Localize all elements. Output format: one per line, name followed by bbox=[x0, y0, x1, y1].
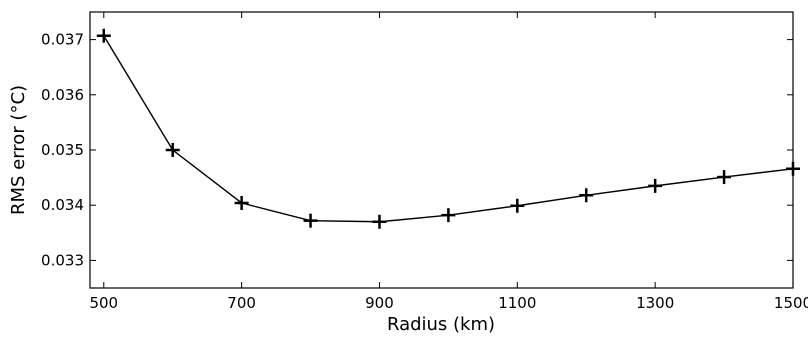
data-point-marker bbox=[579, 188, 594, 203]
data-point-marker bbox=[510, 198, 525, 213]
y-axis: 0.033 0.034 0.035 0.036 0.037 bbox=[41, 31, 793, 269]
x-tick-label: 1500 bbox=[774, 294, 808, 312]
y-tick-label: 0.036 bbox=[41, 86, 84, 104]
y-tick-label: 0.034 bbox=[41, 196, 84, 214]
x-axis: 500 700 900 1100 1300 1500 bbox=[89, 12, 808, 312]
data-point-marker bbox=[165, 143, 180, 157]
data-point-marker bbox=[717, 170, 732, 185]
x-tick-label: 1100 bbox=[498, 294, 536, 312]
y-axis-label: RMS error (°C) bbox=[8, 85, 29, 215]
data-point-marker bbox=[786, 161, 800, 176]
data-point-marker bbox=[648, 178, 663, 193]
data-point-marker bbox=[441, 208, 456, 223]
data-point-marker bbox=[372, 214, 387, 229]
x-tick-label: 1300 bbox=[636, 294, 674, 312]
y-tick-label: 0.037 bbox=[41, 31, 84, 49]
y-tick-label: 0.033 bbox=[41, 251, 84, 269]
x-axis-label: Radius (km) bbox=[387, 314, 495, 335]
data-point-marker bbox=[303, 213, 318, 228]
x-tick-label: 700 bbox=[227, 294, 256, 312]
plot-area bbox=[89, 11, 794, 289]
x-tick-label: 500 bbox=[89, 294, 118, 312]
y-tick-label: 0.035 bbox=[41, 141, 84, 159]
series-layer bbox=[96, 28, 800, 229]
data-point-marker bbox=[234, 195, 249, 210]
data-point-marker bbox=[96, 28, 111, 43]
x-tick-label: 900 bbox=[365, 294, 394, 312]
